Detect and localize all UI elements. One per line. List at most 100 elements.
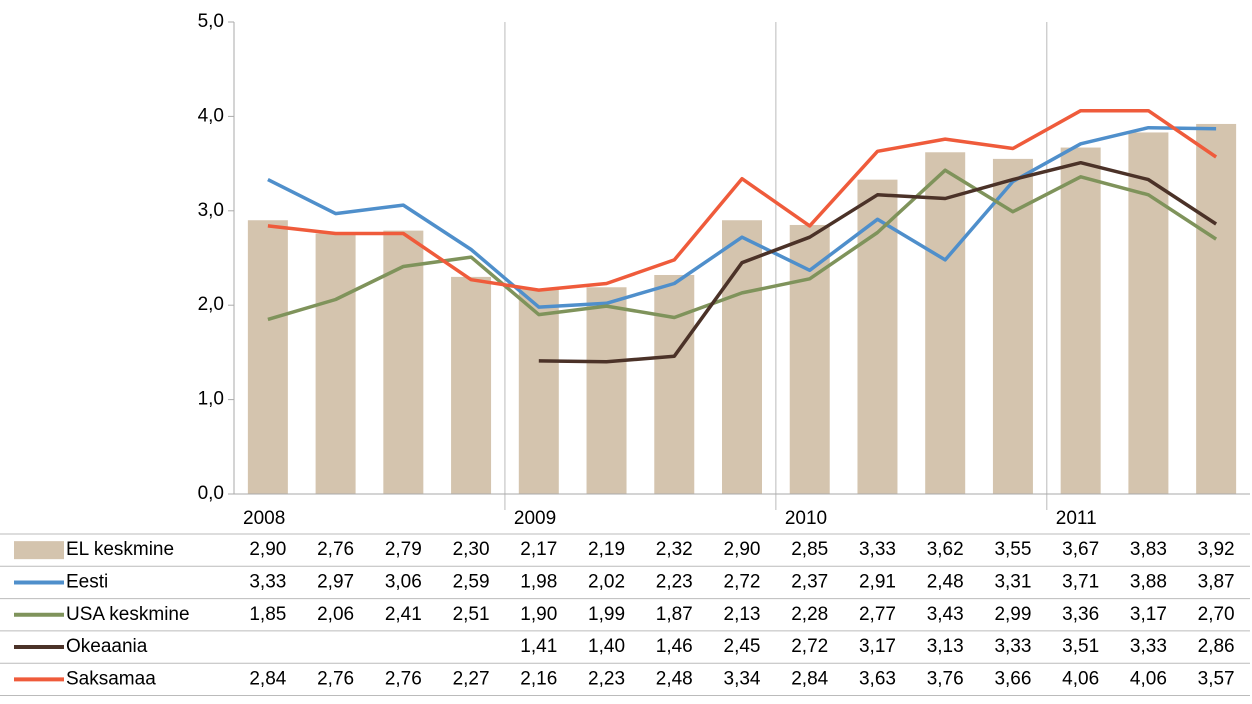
- table-value: 1,90: [520, 604, 557, 625]
- x-tick-label: 2009: [514, 508, 556, 529]
- table-value: 4,06: [1062, 668, 1099, 689]
- bar: [315, 233, 356, 494]
- table-value: 3,33: [994, 636, 1031, 657]
- table-value: 2,02: [588, 571, 625, 592]
- table-value: 2,51: [453, 604, 490, 625]
- table-value: 1,85: [249, 604, 286, 625]
- line: [538, 160, 1218, 364]
- y-tick-label: 4,0: [198, 105, 224, 126]
- table-value: 2,70: [1198, 604, 1235, 625]
- table-value: 2,86: [1198, 636, 1235, 657]
- table-value: 2,23: [588, 668, 625, 689]
- bar: [992, 158, 1033, 494]
- line: [267, 108, 1218, 292]
- table-value: 2,28: [791, 604, 828, 625]
- y-tick-label: 0,0: [198, 483, 224, 504]
- x-tick-label: 2011: [1056, 508, 1097, 529]
- legend-label: Saksamaa: [66, 668, 156, 689]
- table-value: 3,76: [927, 668, 964, 689]
- y-tick-label: 5,0: [198, 11, 224, 32]
- table-value: 2,72: [791, 636, 828, 657]
- bar: [654, 274, 695, 494]
- table-value: 3,55: [994, 539, 1031, 560]
- table-value: 3,63: [859, 668, 896, 689]
- table-value: 3,36: [1062, 604, 1099, 625]
- table-value: 2,32: [656, 539, 693, 560]
- table-value: 3,43: [927, 604, 964, 625]
- bar: [925, 152, 966, 494]
- table-value: 2,76: [317, 539, 354, 560]
- table-value: 1,99: [588, 604, 625, 625]
- table-value: 2,91: [859, 571, 896, 592]
- table-value: 2,79: [385, 539, 422, 560]
- table-value: 2,90: [724, 539, 761, 560]
- table-value: 2,27: [453, 668, 490, 689]
- table-value: 3,31: [994, 571, 1031, 592]
- table-value: 3,17: [859, 636, 896, 657]
- bar: [1128, 132, 1169, 494]
- y-tick-label: 1,0: [198, 389, 224, 410]
- table-value: 2,06: [317, 604, 354, 625]
- legend-label: USA keskmine: [66, 604, 190, 625]
- table-value: 3,13: [927, 636, 964, 657]
- table-value: 2,30: [453, 539, 490, 560]
- table-value: 3,67: [1062, 539, 1099, 560]
- table-value: 3,33: [1130, 636, 1167, 657]
- table-value: 1,87: [656, 604, 693, 625]
- table-value: 2,23: [656, 571, 693, 592]
- table-value: 2,84: [791, 668, 828, 689]
- x-tick-label: 2008: [243, 508, 285, 529]
- bar: [518, 289, 559, 494]
- table-value: 2,90: [249, 539, 286, 560]
- bar: [1196, 123, 1237, 495]
- table-value: 2,59: [453, 571, 490, 592]
- table-value: 3,34: [724, 668, 761, 689]
- table-value: 3,51: [1062, 636, 1099, 657]
- table-value: 2,13: [724, 604, 761, 625]
- table-value: 2,76: [317, 668, 354, 689]
- table-value: 2,72: [724, 571, 761, 592]
- table-value: 3,92: [1198, 539, 1235, 560]
- legend-label: EL keskmine: [66, 539, 174, 560]
- table-value: 3,71: [1062, 571, 1099, 592]
- table-value: 3,33: [249, 571, 286, 592]
- table-value: 3,66: [994, 668, 1031, 689]
- table-value: 2,48: [927, 571, 964, 592]
- table-value: 3,06: [385, 571, 422, 592]
- table-value: 3,88: [1130, 571, 1167, 592]
- table-value: 2,76: [385, 668, 422, 689]
- table-value: 4,06: [1130, 668, 1167, 689]
- table-value: 2,99: [994, 604, 1031, 625]
- table-value: 2,17: [520, 539, 557, 560]
- bar: [722, 220, 762, 495]
- table-value: 3,33: [859, 539, 896, 560]
- legend-label: Okeaania: [66, 636, 148, 657]
- bar: [247, 220, 288, 495]
- table-value: 2,97: [317, 571, 354, 592]
- legend-key: [14, 541, 64, 560]
- bar: [586, 287, 627, 494]
- table-value: 3,17: [1130, 604, 1167, 625]
- table-value: 2,19: [588, 539, 625, 560]
- line: [267, 125, 1217, 309]
- table-value: 2,16: [520, 668, 557, 689]
- table-value: 2,85: [791, 539, 828, 560]
- table-value: 2,84: [249, 668, 286, 689]
- table-value: 3,87: [1198, 571, 1235, 592]
- table-value: 2,45: [724, 636, 761, 657]
- table-value: 3,57: [1198, 668, 1235, 689]
- y-tick-label: 3,0: [198, 200, 224, 221]
- table-value: 2,48: [656, 668, 693, 689]
- y-tick-label: 2,0: [198, 294, 224, 315]
- table-value: 2,37: [791, 571, 828, 592]
- bar: [383, 230, 424, 494]
- table-value: 3,62: [927, 539, 964, 560]
- bar: [451, 276, 492, 494]
- legend-label: Eesti: [66, 571, 108, 592]
- table-value: 1,46: [656, 636, 693, 657]
- table-value: 1,98: [520, 571, 557, 592]
- bar: [1060, 147, 1101, 494]
- table-value: 3,83: [1130, 539, 1167, 560]
- table-value: 2,41: [385, 604, 422, 625]
